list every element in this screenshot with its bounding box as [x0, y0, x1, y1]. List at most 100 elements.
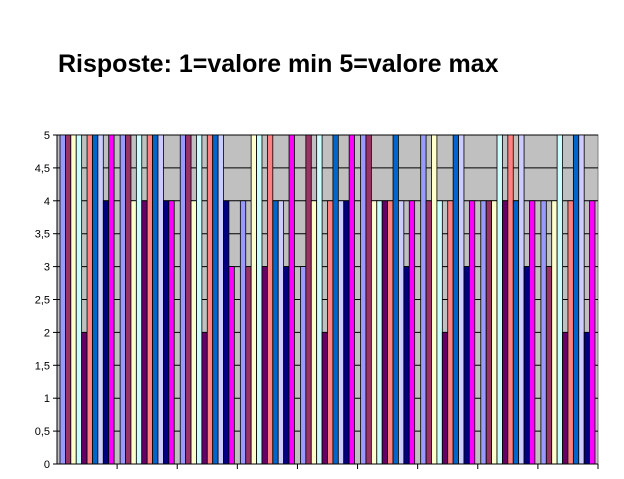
bar-s10-cat-1 [108, 134, 115, 465]
bar-s7-cat-3 [212, 134, 219, 465]
bar-s2-cat-1 [65, 134, 72, 465]
bar-s5-cat-1 [81, 331, 88, 465]
bar-s5-cat-9 [562, 331, 569, 465]
y-tick-label: 5 [44, 130, 50, 142]
bar-s3-cat-3 [190, 200, 197, 465]
bar-s9-cat-3 [223, 200, 230, 465]
bar-s1-cat-5 [300, 266, 307, 465]
bar-s4-cat-1 [75, 134, 83, 465]
bar-s7-cat-5 [332, 134, 339, 465]
bar-s4-cat-9 [556, 134, 563, 465]
bar-s3-cat-9 [551, 200, 558, 465]
bar-s8-cat-1 [97, 134, 104, 465]
bar-s2-cat-9 [545, 266, 553, 465]
bar-s10-cat-6 [408, 200, 416, 465]
y-tick-label: 3,5 [35, 229, 50, 241]
chart-title: Risposte: 1=valore min 5=valore max [58, 50, 499, 78]
bar-s10-cat-2 [168, 200, 175, 465]
bar-s6-cat-6 [387, 200, 394, 465]
bar-s8-cat-8 [518, 134, 525, 465]
y-tick-label: 1,5 [35, 360, 50, 372]
bar-s1-cat-1 [59, 134, 66, 465]
bar-s9-cat-6 [403, 266, 410, 465]
bar-s2-cat-6 [365, 134, 372, 465]
y-tick-label: 4 [44, 196, 50, 208]
bar-s3-cat-4 [250, 134, 257, 465]
bar-s4-cat-5 [316, 134, 323, 465]
plot-area: 0 0,5 1 1,5 2 2,5 3 3,5 4 4,5 5 [35, 130, 599, 471]
bar-s8-cat-7 [458, 134, 465, 465]
bar-s8-cat-2 [157, 134, 164, 465]
y-tick-label: 0 [44, 459, 50, 471]
bar-s5-cat-8 [502, 200, 509, 465]
bar-s8-cat-4 [277, 200, 285, 465]
bar-s5-cat-2 [141, 200, 148, 465]
bar-s9-cat-9 [583, 331, 590, 465]
bar-s6-cat-4 [266, 134, 274, 465]
bar-s5-cat-7 [441, 331, 449, 465]
bar-s2-cat-4 [245, 266, 252, 465]
y-tick-label: 2,5 [35, 295, 50, 307]
bar-s10-cat-7 [468, 200, 476, 465]
bar-s1-cat-2 [119, 134, 126, 465]
bar-s6-cat-2 [146, 134, 153, 465]
bar-s6-cat-7 [447, 200, 454, 465]
bar-s6-cat-9 [567, 200, 574, 465]
bar-s7-cat-1 [92, 134, 99, 465]
bar-s10-cat-5 [348, 134, 355, 465]
bar-s6-cat-1 [86, 134, 93, 465]
bar-s4-cat-7 [436, 200, 443, 465]
bar-s4-cat-8 [496, 134, 503, 465]
bar-s2-cat-7 [425, 200, 432, 465]
bar-s5-cat-5 [321, 331, 328, 465]
bar-s9-cat-4 [283, 266, 290, 465]
bar-s6-cat-5 [327, 200, 334, 465]
bar-s7-cat-4 [272, 200, 279, 465]
bar-s1-cat-7 [420, 134, 427, 465]
bar-s3-cat-5 [310, 200, 318, 465]
bar-s5-cat-6 [381, 200, 389, 465]
bar-s4-cat-6 [376, 200, 383, 465]
bar-s7-cat-7 [452, 134, 459, 465]
bar-s9-cat-7 [463, 266, 470, 465]
y-tick-label: 4,5 [35, 163, 50, 175]
bar-s7-cat-6 [392, 134, 399, 465]
bar-s9-cat-2 [162, 200, 170, 465]
bar-s1-cat-6 [360, 134, 367, 465]
y-tick-label: 1 [44, 393, 50, 405]
bar-s3-cat-8 [491, 200, 498, 465]
bar-s8-cat-9 [578, 134, 585, 465]
bar-s3-cat-2 [130, 200, 137, 465]
bar-s2-cat-2 [125, 134, 132, 465]
bar-s1-cat-8 [480, 200, 487, 465]
bar-s4-cat-4 [256, 134, 263, 465]
bar-s10-cat-4 [288, 134, 295, 465]
bar-s10-cat-9 [589, 200, 596, 465]
bar-s10-cat-3 [228, 266, 235, 465]
bar-s6-cat-3 [206, 134, 214, 465]
bar-s8-cat-5 [337, 200, 345, 465]
bar-s2-cat-3 [185, 134, 192, 465]
y-tick-label: 0,5 [35, 426, 50, 438]
y-tick-label: 2 [44, 327, 50, 339]
bar-s3-cat-6 [370, 200, 378, 465]
bar-s10-cat-8 [529, 200, 536, 465]
bar-s7-cat-2 [152, 134, 159, 465]
bar-s1-cat-4 [239, 200, 247, 465]
bar-s2-cat-5 [305, 134, 312, 465]
bar-s5-cat-3 [201, 331, 208, 465]
bar-s8-cat-6 [398, 200, 405, 465]
bar-s1-cat-3 [179, 134, 187, 465]
y-tick-label: 3 [44, 262, 50, 274]
bar-s3-cat-1 [70, 134, 77, 465]
bar-s2-cat-8 [485, 200, 493, 465]
bar-s1-cat-9 [540, 200, 547, 465]
bar-s3-cat-7 [431, 134, 438, 465]
bar-s9-cat-8 [523, 266, 530, 465]
bar-s7-cat-9 [572, 134, 580, 465]
bar-s6-cat-8 [507, 134, 514, 465]
bar-s9-cat-1 [102, 200, 110, 465]
bar-s7-cat-8 [512, 200, 520, 465]
bar-s8-cat-3 [217, 134, 224, 465]
